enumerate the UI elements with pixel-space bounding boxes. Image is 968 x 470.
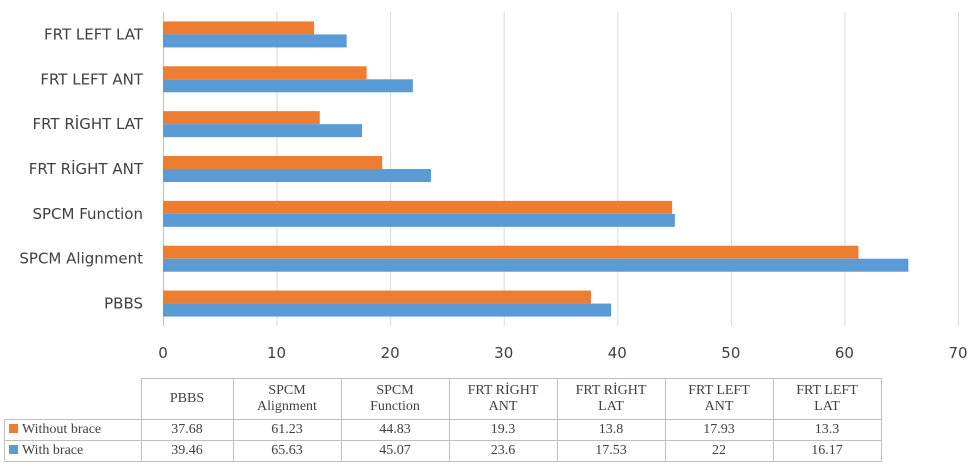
data-table: PBBS SPCM Alignment SPCM Function FRT RİGH…: [4, 378, 882, 462]
category-label: FRT RİGHT LAT: [32, 114, 143, 133]
category-label: FRT LEFT ANT: [40, 70, 144, 88]
bar-without-brace-spcm-alignment: [163, 245, 859, 259]
table-header-spcm-function: SPCM Function: [340, 378, 450, 420]
legend-entry-without-brace: Without brace: [4, 419, 142, 441]
table-header-spcm-alignment: SPCM Alignment: [232, 378, 342, 420]
table-cell: 22: [664, 440, 774, 462]
legend-swatch-with-brace: [9, 445, 18, 454]
data-table-row-with-brace: With brace 39.46 65.63 45.07 23.6 17.53 …: [4, 440, 882, 462]
table-header-text: FRT RİGHT: [575, 383, 647, 398]
table-cell: 44.83: [340, 419, 450, 441]
table-cell: 19.3: [448, 419, 558, 441]
data-table-row-without-brace: Without brace 37.68 61.23 44.83 19.3 13.…: [4, 419, 882, 441]
table-cell: 17.93: [664, 419, 774, 441]
bar-without-brace-frt-left-ant: [163, 66, 367, 80]
table-header-text: SPCM: [268, 383, 306, 398]
table-header-frt-right-ant: FRT RİGHT ANT: [448, 378, 558, 420]
table-header-pbbs: PBBS: [140, 378, 234, 420]
category-label: FRT LEFT LAT: [44, 25, 144, 43]
table-header-frt-left-lat: FRT LEFT LAT: [772, 378, 882, 420]
table-header-frt-right-lat: FRT RİGHT LAT: [556, 378, 666, 420]
table-header-text: Function: [370, 399, 420, 414]
bar-without-brace-frt-ri-ght-ant: [163, 156, 383, 169]
table-cell: 23.6: [448, 440, 558, 462]
bar-with-brace-spcm-function: [163, 213, 675, 227]
x-tick-label: 0: [158, 344, 168, 362]
table-header-frt-left-ant: FRT LEFT ANT: [664, 378, 774, 420]
bar-without-brace-spcm-function: [163, 200, 673, 214]
x-tick-label: 20: [381, 344, 400, 362]
category-label: SPCM Function: [32, 205, 143, 223]
table-header-text: LAT: [598, 399, 624, 414]
x-axis-tick-labels: 0 10 20 30 40 50 60 70: [158, 344, 967, 362]
bar-with-brace-frt-left-ant: [163, 79, 413, 93]
category-label: PBBS: [104, 295, 143, 313]
legend-label: Without brace: [22, 422, 102, 437]
legend-swatch-without-brace: [9, 424, 18, 433]
bar-without-brace-frt-ri-ght-lat: [163, 111, 320, 125]
table-header-text: LAT: [814, 399, 840, 414]
bars: [163, 21, 909, 317]
category-label: FRT RİGHT ANT: [29, 159, 144, 178]
x-tick-label: 70: [948, 344, 967, 362]
x-tick-label: 50: [721, 344, 740, 362]
table-header-text: PBBS: [169, 391, 205, 406]
legend-label: With brace: [22, 443, 84, 458]
table-header-text: ANT: [488, 399, 518, 414]
table-header-text: FRT LEFT: [688, 383, 750, 398]
data-table-header-row: PBBS SPCM Alignment SPCM Function FRT RİGH…: [4, 378, 882, 420]
bar-without-brace-pbbs: [163, 290, 591, 304]
table-header-text: Alignment: [257, 399, 317, 414]
table-header-text: FRT LEFT: [796, 383, 858, 398]
table-cell: 17.53: [556, 440, 666, 462]
bar-with-brace-frt-ri-ght-lat: [163, 124, 363, 138]
table-header-text: SPCM: [376, 383, 414, 398]
table-cell: 16.17: [772, 440, 882, 462]
table-cell: 13.8: [556, 419, 666, 441]
gridlines: [163, 12, 959, 326]
category-labels: PBBS SPCM Alignment SPCM Function FRT RİGHT…: [19, 25, 143, 312]
table-cell: 65.63: [232, 440, 342, 462]
x-tick-label: 60: [835, 344, 854, 362]
bar-with-brace-frt-left-lat: [163, 34, 347, 48]
x-tick-label: 30: [494, 344, 513, 362]
category-label: SPCM Alignment: [19, 250, 143, 268]
bar-with-brace-frt-ri-ght-ant: [163, 169, 432, 182]
table-header-text: FRT RİGHT: [467, 383, 539, 398]
table-cell: 37.68: [140, 419, 234, 441]
data-table-corner: [4, 378, 142, 420]
table-cell: 39.46: [140, 440, 234, 462]
bar-with-brace-spcm-alignment: [163, 258, 909, 272]
table-cell: 45.07: [340, 440, 450, 462]
table-header-text: ANT: [704, 399, 734, 414]
x-tick-label: 40: [608, 344, 627, 362]
table-cell: 13.3: [772, 419, 882, 441]
table-cell: 61.23: [232, 419, 342, 441]
bar-with-brace-pbbs: [163, 303, 612, 317]
x-tick-label: 10: [267, 344, 286, 362]
bar-chart: PBBS SPCM Alignment SPCM Function FRT RİGHT…: [19, 12, 968, 362]
legend-entry-with-brace: With brace: [4, 440, 142, 462]
bar-without-brace-frt-left-lat: [163, 21, 315, 35]
